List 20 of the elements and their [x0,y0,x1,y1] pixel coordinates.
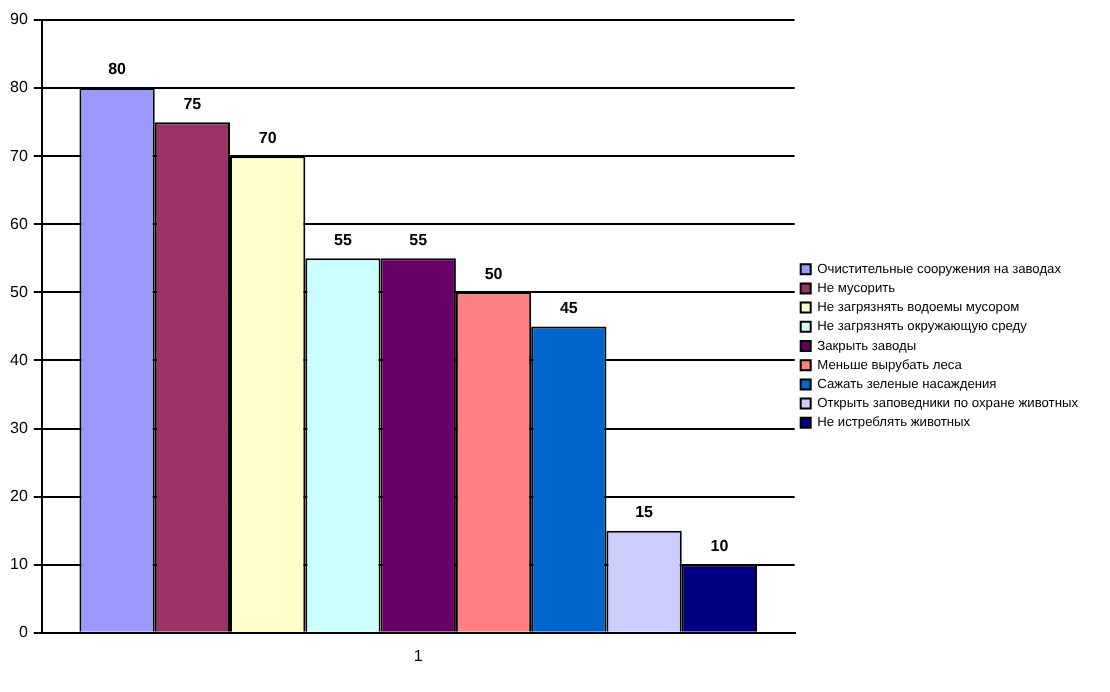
data-label: 75 [183,94,203,113]
x-tick-label: 1 [413,646,424,665]
data-label: 80 [108,60,128,79]
data-label: 10 [710,537,730,556]
y-tick-label: 50 [9,282,29,301]
y-tick-label: 70 [9,146,29,165]
y-tick-label: 20 [9,487,29,506]
y-tick-label: 90 [9,10,29,29]
y-tick-label: 0 [18,623,29,642]
data-label: 50 [484,264,504,283]
data-label: 70 [258,128,278,147]
y-tick-label: 80 [9,78,29,97]
y-tick-label: 60 [9,214,29,233]
data-label: 55 [409,230,429,249]
data-label: 45 [559,298,579,317]
y-tick-label: 40 [9,350,29,369]
y-tick-label: 30 [9,418,29,437]
data-label: 55 [334,230,353,249]
y-tick-label: 10 [9,555,29,574]
data-label: 15 [635,503,655,522]
